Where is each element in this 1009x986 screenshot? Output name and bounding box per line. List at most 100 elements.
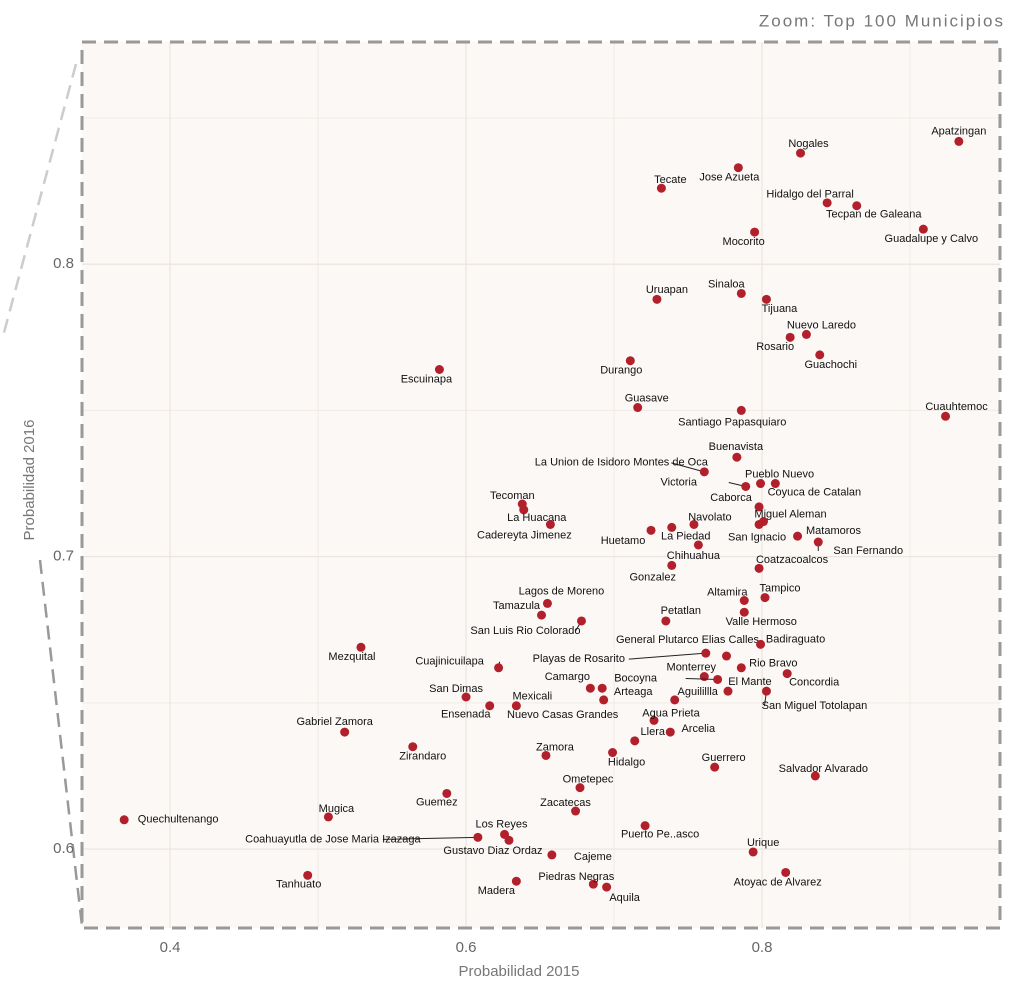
point-label: Hidalgo del Parral [766,189,853,201]
point-label: Cadereyta Jimenez [477,529,572,541]
point [918,224,928,234]
point [649,715,659,725]
point-label: Guadalupe y Calvo [885,233,979,245]
point-label: Zirandaro [399,751,446,763]
point-label: Guasave [625,392,669,404]
point-label: El Mante [728,676,771,688]
point-label: Hidalgo [608,756,645,768]
point [723,686,733,696]
point [473,832,483,842]
x-tick-label: 0.4 [160,939,181,956]
point [323,812,333,822]
point-label: Coyuca de Catalan [768,486,862,498]
point-label: Cuajinicuilapa [415,656,484,668]
point [822,198,832,208]
point-label: La Union de Isidoro Montes de Oca [535,457,709,469]
point [602,882,612,892]
point [640,821,650,831]
point [954,136,964,146]
point [571,806,581,816]
zoom-connector [0,63,78,341]
point [736,663,746,673]
point [785,332,795,342]
point-label: Chihuahua [667,550,721,562]
point [519,505,529,515]
point [852,201,862,211]
point-label: Escuinapa [401,373,453,385]
point [722,651,732,661]
point [541,750,551,760]
point [793,531,803,541]
zoom-connector [38,559,84,927]
point-label: Madera [478,885,516,897]
point-label: Miguel Aleman [754,508,826,520]
point-label: Arcelia [681,723,716,735]
point [667,522,677,532]
leader-line [382,836,478,840]
point [537,610,547,620]
point [461,692,471,702]
point [736,288,746,298]
point-label: La Piedad [661,530,711,542]
point [588,879,598,889]
point [661,616,671,626]
point-label: Ometepec [563,774,614,786]
point-label: Tijuana [762,303,799,315]
point-label: Uruapan [646,284,688,296]
point-label: Gonzalez [630,571,676,583]
point-label: Los Reyes [476,818,528,830]
point-label: Jose Azueta [699,172,760,184]
point [701,648,711,658]
point-label: Cajeme [574,851,612,863]
point [689,519,699,529]
point [813,537,823,547]
point [770,479,780,489]
point-label: Tamazula [493,600,541,612]
point-label: Altamira [707,586,748,598]
point-label: Agua Prieta [642,707,700,719]
point-label: Nuevo Casas Grandes [507,709,619,721]
plot-background [82,42,1000,928]
point [756,479,766,489]
point-label: San Luis Rio Colorado [470,625,580,637]
point-label: Valle Hermoso [726,616,797,628]
point-label: Puerto Pe..asco [621,829,699,841]
point-label: Tanhuato [276,878,321,890]
point-label: Rio Bravo [749,658,797,670]
point [748,847,758,857]
point-label: Victoria [661,476,698,488]
point-label: Badiraguato [766,633,825,645]
x-axis-label: Probabilidad 2015 [459,963,580,980]
point [504,835,514,845]
point-label: Monterrey [667,661,717,673]
point [625,356,635,366]
points: Apatzingan Nogales Jose Azueta Tecate Hidalg… [119,125,988,904]
point [494,663,504,673]
point-label: Zacatecas [540,797,591,809]
point [796,148,806,158]
point-label: Caborca [710,492,752,504]
point-label: Apatzingan [931,125,986,137]
point-label: Lagos de Moreno [519,585,605,597]
point [665,727,675,737]
point [741,481,751,491]
point [442,788,452,798]
point-label: Aquila [609,892,640,904]
point [340,727,350,737]
point-label: Salvador Alvarado [779,763,868,775]
point [119,815,129,825]
point-label: Huetamo [601,535,646,547]
point-label: Tecate [654,174,686,186]
point [750,227,760,237]
point [408,742,418,752]
point [575,783,585,793]
point-label: Gabriel Zamora [296,716,373,728]
point [754,563,764,573]
point-label: Petatlan [661,605,701,617]
point-label: Nuevo Laredo [787,319,856,331]
point [545,519,555,529]
point-label: Nogales [788,138,829,150]
point [815,350,825,360]
point [782,669,792,679]
